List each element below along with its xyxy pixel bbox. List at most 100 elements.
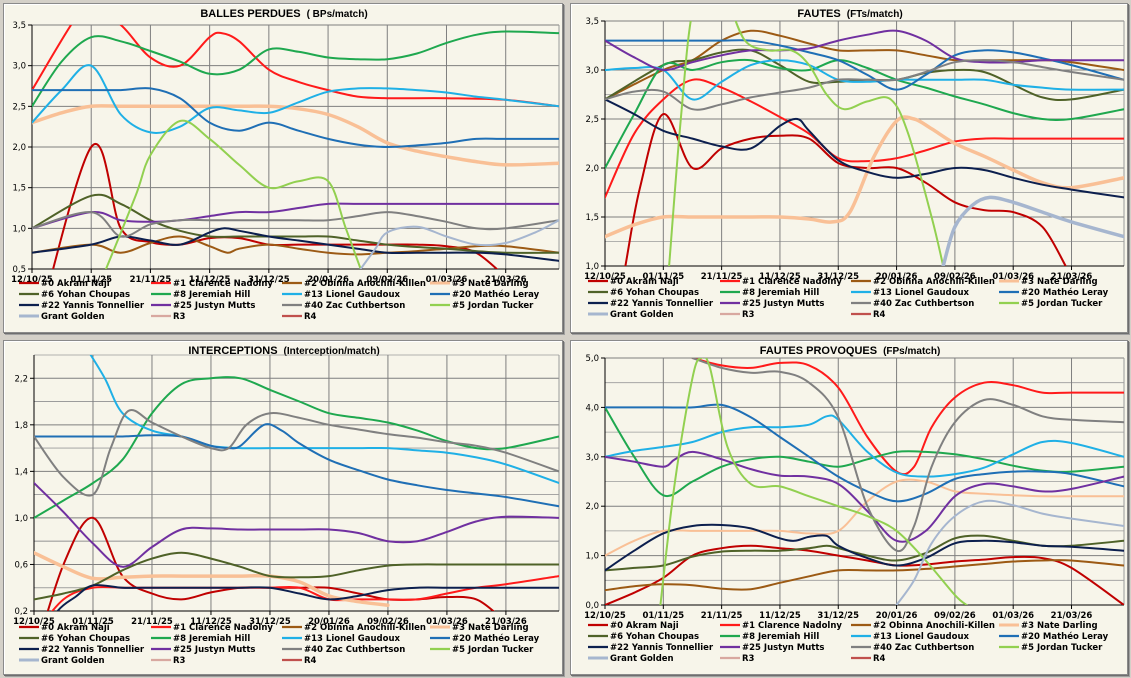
legend-label: #40 Zac Cuthbertson xyxy=(873,643,974,653)
legend-label: #8 Jeremiah Hill xyxy=(173,634,250,644)
legend-label: #22 Yannis Tonnellier xyxy=(610,299,714,309)
series-line-5-jordan-tucker xyxy=(105,119,362,269)
legend-label: R4 xyxy=(304,312,317,322)
legend-label: #2 Obinna Anochili-Killen xyxy=(304,279,426,289)
x-tick-label: 31/12/25 xyxy=(249,617,291,627)
legend-item-8-jeremiah-hill: #8 Jeremiah Hill xyxy=(151,290,250,300)
legend-item-13-lionel-gaudoux: #13 Lionel Gaudoux xyxy=(851,632,970,642)
y-tick-label: 1,0 xyxy=(12,224,26,234)
legend: #0 Akram Naji #1 Clarence Nadolny #2 Obinn… xyxy=(19,279,540,322)
y-tick-label: 3,5 xyxy=(12,21,26,31)
legend-item-40-zac-cuthbertson: #40 Zac Cuthbertson xyxy=(851,643,974,653)
chart-fautes-provoquees: FAUTES PROVOQUES (FPs/match) 0,0 1,0 2,0 3,0 4… xyxy=(584,345,1125,664)
legend-item-0-akram-naji: #0 Akram Naji xyxy=(19,623,110,633)
legend-item-3-nate-darling: #3 Nate Darling xyxy=(999,621,1098,631)
chart-title-unit: (FTs/match) xyxy=(847,9,903,20)
legend-item-grant-golden: Grant Golden xyxy=(19,312,105,322)
x-tick-label: 21/11/25 xyxy=(701,611,743,621)
legend-item-8-jeremiah-hill: #8 Jeremiah Hill xyxy=(720,632,819,642)
legend-item-r4: R4 xyxy=(851,654,886,664)
x-tick-label: 12/10/25 xyxy=(11,275,53,285)
legend-item-25-justyn-mutts: #25 Justyn Mutts xyxy=(151,645,256,655)
x-tick-label: 31/12/25 xyxy=(817,272,859,282)
series-line-grant-golden xyxy=(941,195,1124,266)
series-line-grant-golden xyxy=(359,219,559,269)
y-tick-label: 2,5 xyxy=(585,115,599,125)
legend-item-22-yannis-tonnellier: #22 Yannis Tonnellier xyxy=(588,643,714,653)
series-line-40-zac-cuthbertson xyxy=(605,59,1124,111)
x-tick-label: 20/01/26 xyxy=(308,617,350,627)
series-line-1-clarence-nadolny xyxy=(691,358,1124,476)
x-tick-label: 21/03/26 xyxy=(485,617,527,627)
y-tick-label: 4,0 xyxy=(585,403,599,413)
legend-label: #22 Yannis Tonnellier xyxy=(610,643,714,653)
legend-label: #13 Lionel Gaudoux xyxy=(304,290,401,300)
legend-label: #40 Zac Cuthbertson xyxy=(304,301,405,311)
y-tick-label: 1,0 xyxy=(585,552,599,562)
y-tick-label: 5,0 xyxy=(585,354,599,364)
legend-label: #6 Yohan Choupas xyxy=(610,632,699,642)
chart-title-unit: (FPs/match) xyxy=(883,346,940,357)
x-tick-label: 09/02/26 xyxy=(366,275,408,285)
chart-fautes: FAUTES (FTs/match) 1,0 1,5 2,0 2,5 3,0 3,5 12/10… xyxy=(584,8,1125,320)
legend-item-20-math-o-leray: #20 Mathéo Leray xyxy=(999,287,1109,298)
x-tick-label: 09/02/26 xyxy=(367,617,409,627)
series-line-40-zac-cuthbertson xyxy=(34,408,559,497)
legend-label: #2 Obinna Anochili-Killen xyxy=(873,621,995,631)
series-line-13-lionel-gaudoux xyxy=(32,64,559,134)
legend-label: R4 xyxy=(873,310,886,320)
legend-item-22-yannis-tonnellier: #22 Yannis Tonnellier xyxy=(19,301,145,311)
x-tick-label: 11/12/25 xyxy=(759,272,801,282)
series-lines xyxy=(34,355,559,611)
y-tick-label: 0,0 xyxy=(585,601,599,611)
legend-label: #1 Clarence Nadolny xyxy=(173,623,273,633)
legend-item-r3: R3 xyxy=(151,656,186,666)
series-line-3-nate-darling xyxy=(605,115,1124,239)
series-lines xyxy=(32,25,559,269)
legend-item-40-zac-cuthbertson: #40 Zac Cuthbertson xyxy=(851,299,974,309)
legend-item-r4: R4 xyxy=(851,310,886,320)
legend-item-r3: R3 xyxy=(720,310,755,320)
legend-item-0-akram-naji: #0 Akram Naji xyxy=(588,277,679,287)
y-tick-label: 1,5 xyxy=(585,213,599,223)
y-tick-label: 1,8 xyxy=(14,421,28,431)
legend-label: #0 Akram Naji xyxy=(41,279,110,289)
x-tick-label: 21/03/26 xyxy=(485,275,527,285)
series-line-25-justyn-mutts xyxy=(32,202,559,230)
x-tick-label: 09/02/26 xyxy=(934,272,976,282)
series-line-20-math-o-leray xyxy=(34,423,559,508)
x-tick-label: 11/12/25 xyxy=(759,611,801,621)
legend-item-1-clarence-nadolny: #1 Clarence Nadolny xyxy=(151,279,273,289)
x-tick-label: 01/03/26 xyxy=(992,611,1034,621)
legend-label: #1 Clarence Nadolny xyxy=(742,621,842,631)
legend-label: #6 Yohan Choupas xyxy=(41,634,130,644)
legend-label: #13 Lionel Gaudoux xyxy=(873,288,970,298)
legend-label: #3 Nate Darling xyxy=(1021,621,1098,631)
series-line-grant-golden xyxy=(895,499,1124,605)
series-line-8-jeremiah-hill xyxy=(32,30,559,108)
legend-label: #22 Yannis Tonnellier xyxy=(41,301,145,311)
legend-item-2-obinna-anochili-killen: #2 Obinna Anochili-Killen xyxy=(851,277,995,287)
chart-balles-perdues: BALLES PERDUES ( BPs/match) 0,5 1,0 1,5 2,0 2,… xyxy=(11,8,560,322)
legend-label: #8 Jeremiah Hill xyxy=(742,288,819,298)
chart-title-unit: (Interception/match) xyxy=(284,346,380,357)
series-line-8-jeremiah-hill xyxy=(605,406,1124,498)
legend-item-5-jordan-tucker: #5 Jordan Tucker xyxy=(999,299,1103,309)
y-tick-label: 1,4 xyxy=(14,467,28,477)
legend-item-grant-golden: Grant Golden xyxy=(19,656,105,666)
legend-label: #3 Nate Darling xyxy=(452,623,529,633)
legend-label: #5 Jordan Tucker xyxy=(452,301,534,311)
series-line-6-yohan-choupas xyxy=(32,193,559,254)
series-lines xyxy=(605,21,1124,266)
legend-label: #5 Jordan Tucker xyxy=(452,645,534,655)
x-tick-label: 31/12/25 xyxy=(248,275,290,285)
x-tick-label: 12/10/25 xyxy=(584,611,626,621)
legend-item-2-obinna-anochili-killen: #2 Obinna Anochili-Killen xyxy=(851,621,995,631)
legend-item-22-yannis-tonnellier: #22 Yannis Tonnellier xyxy=(19,645,145,655)
legend-item-1-clarence-nadolny: #1 Clarence Nadolny xyxy=(720,621,842,631)
legend: #0 Akram Naji #1 Clarence Nadolny #2 Obinn… xyxy=(19,623,540,666)
legend-label: Grant Golden xyxy=(610,654,674,664)
legend-label: Grant Golden xyxy=(41,312,105,322)
legend: #0 Akram Naji #1 Clarence Nadolny #2 Obinn… xyxy=(588,621,1109,664)
y-tick-label: 2,0 xyxy=(12,143,26,153)
